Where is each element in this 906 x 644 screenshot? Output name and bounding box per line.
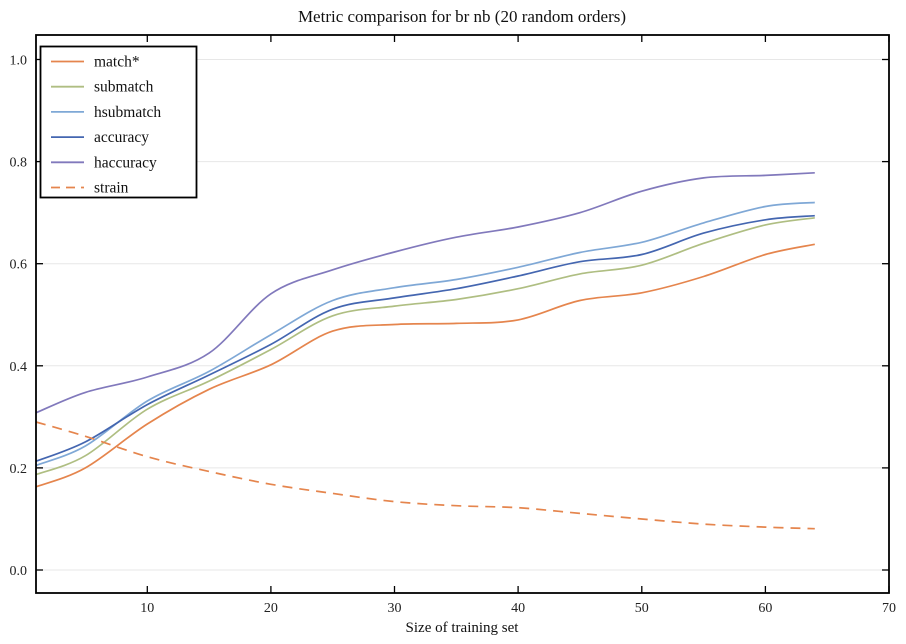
series-line-hsubmatch (35, 201, 815, 467)
legend-item-label: match* (94, 54, 140, 71)
grid-layer (37, 59, 888, 571)
x-tick-label: 50 (635, 601, 649, 616)
y-tick-label: 0.2 (10, 462, 28, 477)
legend-item-label: submatch (94, 79, 154, 96)
x-tick-label: 10 (140, 601, 154, 616)
y-tick-label: 0.4 (10, 360, 28, 375)
legend-layer: match* submatch hsubmatch accuracy haccuracy… (39, 45, 198, 199)
x-tick-label: 30 (388, 601, 402, 616)
y-tick-label: 1.0 (10, 54, 28, 69)
series-line-strain (35, 421, 815, 530)
series-line-match (35, 243, 815, 488)
axis-layer: 10 20 30 40 50 60 70 0.0 0.2 0.4 0.6 0.8 1.0 (10, 35, 896, 616)
y-tick-label: 0.8 (10, 156, 28, 171)
x-tick-label: 60 (758, 601, 772, 616)
x-tick-label: 20 (264, 601, 278, 616)
chart-title: Metric comparison for br nb (20 random o… (298, 7, 626, 26)
x-tick-label: 40 (511, 601, 525, 616)
series-line-haccuracy (35, 171, 815, 414)
series-layer (35, 171, 815, 530)
plot-spines (35, 34, 890, 594)
x-tick-label: 70 (882, 601, 896, 616)
series-line-submatch (35, 216, 815, 476)
legend (39, 45, 198, 199)
legend-item-label: haccuracy (94, 154, 157, 171)
legend-item-label: hsubmatch (94, 104, 161, 121)
y-tick-label: 0.0 (10, 564, 28, 579)
legend-item-label: strain (94, 180, 129, 197)
x-axis-label: Size of training set (406, 620, 520, 636)
legend-item-label: accuracy (94, 129, 149, 146)
y-tick-label: 0.6 (10, 258, 28, 273)
series-line-accuracy (35, 214, 815, 463)
